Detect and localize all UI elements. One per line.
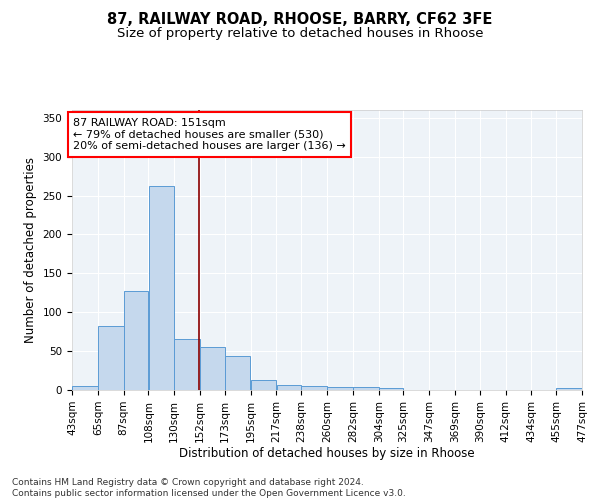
Bar	[72, 386, 98, 390]
X-axis label: Distribution of detached houses by size in Rhoose: Distribution of detached houses by size …	[179, 448, 475, 460]
Bar	[98, 326, 124, 390]
Text: 87, RAILWAY ROAD, RHOOSE, BARRY, CF62 3FE: 87, RAILWAY ROAD, RHOOSE, BARRY, CF62 3F…	[107, 12, 493, 28]
Text: 87 RAILWAY ROAD: 151sqm
← 79% of detached houses are smaller (530)
20% of semi-d: 87 RAILWAY ROAD: 151sqm ← 79% of detache…	[73, 118, 346, 151]
Bar	[301, 386, 327, 390]
Bar	[556, 388, 582, 390]
Bar	[277, 386, 301, 390]
Bar	[225, 356, 250, 390]
Y-axis label: Number of detached properties: Number of detached properties	[24, 157, 37, 343]
Bar	[175, 340, 200, 390]
Bar	[353, 387, 379, 390]
Bar	[200, 347, 224, 390]
Bar	[124, 291, 148, 390]
Bar	[251, 380, 276, 390]
Text: Contains HM Land Registry data © Crown copyright and database right 2024.
Contai: Contains HM Land Registry data © Crown c…	[12, 478, 406, 498]
Bar	[327, 387, 353, 390]
Bar	[149, 186, 174, 390]
Bar	[379, 388, 403, 390]
Text: Size of property relative to detached houses in Rhoose: Size of property relative to detached ho…	[117, 28, 483, 40]
